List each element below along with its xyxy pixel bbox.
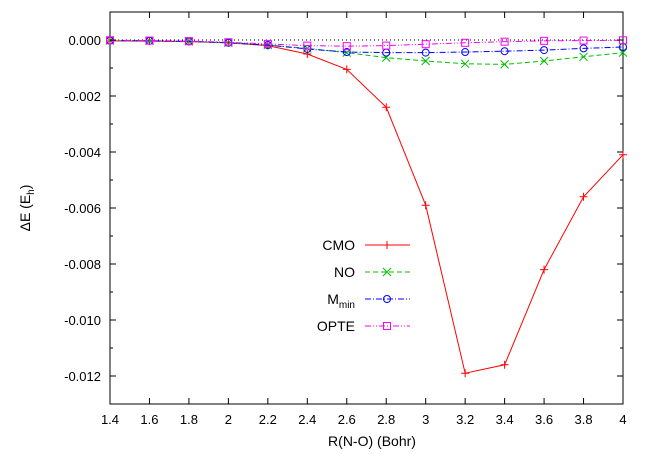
legend-swatch-marker-mmin — [383, 295, 391, 303]
series-line-opte — [109, 39, 624, 47]
legend: CMO NO Mmin OPTE — [317, 237, 410, 334]
data-point-mmin — [540, 46, 549, 55]
data-point-mmin — [579, 44, 588, 53]
y-tick-label: -0.002 — [64, 89, 101, 104]
data-point-cmo — [421, 201, 430, 210]
data-point-cmo — [500, 360, 509, 369]
legend-label-cmo: CMO — [322, 237, 355, 253]
data-point-opte — [184, 37, 193, 46]
legend-swatch-marker-no — [382, 267, 392, 277]
data-point-cmo — [579, 192, 588, 201]
series-layer — [105, 36, 628, 378]
data-point-opte — [263, 39, 272, 48]
x-tick-label: 2 — [225, 412, 232, 427]
series-opte — [106, 36, 627, 51]
x-tick-label: 1.6 — [140, 412, 158, 427]
y-tick-label: -0.012 — [64, 369, 101, 384]
x-tick-label: 3.2 — [456, 412, 474, 427]
x-tick-label: 3.8 — [574, 412, 592, 427]
series-line-no — [109, 40, 624, 65]
legend-swatch-marker-opte — [383, 322, 391, 330]
y-tick-label: 0.000 — [68, 33, 101, 48]
legend-label-opte: OPTE — [317, 318, 355, 334]
y-tick-label: -0.006 — [64, 201, 101, 216]
data-point-cmo — [540, 265, 549, 274]
plot-area — [109, 11, 624, 405]
legend-swatch-marker-cmo — [383, 241, 391, 249]
data-point-no — [539, 56, 549, 66]
data-point-cmo — [342, 65, 351, 74]
data-point-no — [500, 60, 509, 69]
data-point-mmin — [461, 48, 470, 57]
y-tick-label: -0.008 — [64, 257, 101, 272]
data-point-opte — [421, 40, 430, 49]
x-axis-ticks: 1.4 1.6 1.8 2 2.2 2.4 2.6 2.8 3 3.2 3.4 3.6 3.8 4 — [101, 12, 627, 427]
y-axis-ticks: 0.000 -0.002 -0.004 -0.006 -0.008 -0.010 -0.01… — [64, 11, 623, 405]
x-tick-label: 4 — [619, 412, 626, 427]
y-axis-label: ΔE (Eh) — [17, 185, 37, 232]
data-point-no — [421, 56, 431, 66]
x-tick-label: 2.2 — [259, 412, 277, 427]
x-tick-label: 1.8 — [180, 412, 198, 427]
data-point-mmin — [500, 47, 509, 56]
data-point-cmo — [382, 103, 391, 112]
data-point-opte — [461, 38, 470, 47]
legend-label-no: NO — [334, 264, 355, 280]
x-tick-label: 1.4 — [101, 412, 119, 427]
data-point-opte — [342, 42, 351, 51]
x-tick-label: 2.8 — [377, 412, 395, 427]
data-point-opte — [145, 36, 154, 45]
data-point-mmin — [421, 48, 430, 57]
x-tick-label: 3 — [422, 412, 429, 427]
series-line-mmin — [109, 40, 624, 54]
x-tick-label: 3.6 — [535, 412, 553, 427]
data-point-cmo — [461, 369, 470, 378]
data-point-opte — [303, 41, 312, 50]
y-tick-label: -0.010 — [64, 313, 101, 328]
x-tick-label: 2.4 — [298, 412, 316, 427]
data-point-opte — [579, 36, 588, 45]
data-point-opte — [224, 38, 233, 47]
x-tick-label: 2.6 — [338, 412, 356, 427]
data-point-no — [579, 52, 588, 62]
legend-label-mmin: Mmin — [327, 291, 355, 311]
x-tick-label: 3.4 — [496, 412, 514, 427]
data-point-opte — [382, 41, 391, 50]
data-point-cmo — [303, 50, 312, 58]
data-point-no — [460, 59, 470, 69]
x-axis-label: R(N-O) (Bohr) — [328, 433, 416, 449]
data-point-opte — [540, 36, 549, 45]
data-point-mmin — [342, 48, 351, 57]
plot-frame — [109, 11, 624, 405]
y-tick-label: -0.004 — [64, 145, 101, 160]
data-point-opte — [500, 37, 509, 46]
series-line-cmo — [109, 40, 624, 374]
